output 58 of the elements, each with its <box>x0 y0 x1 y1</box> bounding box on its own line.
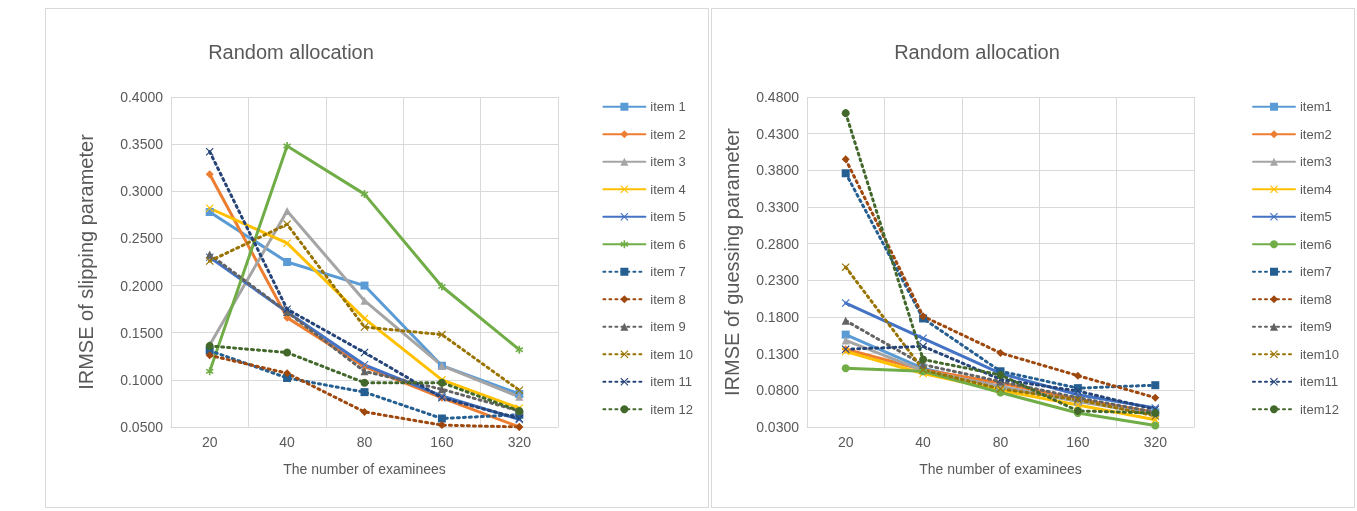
legend-label: item 10 <box>650 346 694 362</box>
x-tick-label: 320 <box>507 434 532 450</box>
legend-label: item 6 <box>650 236 686 252</box>
chart-title: Random allocation <box>208 41 374 63</box>
y-tick-label: 0.1000 <box>120 371 164 388</box>
y-tick-label: 0.2000 <box>120 277 164 294</box>
y-tick-label: 0.1300 <box>756 345 800 362</box>
y-tick-label: 0.4800 <box>756 89 800 105</box>
legend-label: item 4 <box>650 181 686 197</box>
y-tick-label: 0.3000 <box>120 183 164 200</box>
x-tick-label: 40 <box>915 434 932 450</box>
x-tick-label: 80 <box>356 434 373 450</box>
legend-label: item5 <box>1299 209 1332 225</box>
y-tick-label: 0.0300 <box>756 419 800 435</box>
y-tick-label: 0.4300 <box>756 125 800 142</box>
y-tick-label: 0.2300 <box>756 272 800 289</box>
legend-label: item12 <box>1299 401 1340 417</box>
y-axis-title: IRMSE of guessing parameter <box>721 127 743 396</box>
x-axis-title: The number of examinees <box>283 461 446 477</box>
x-tick-label: 20 <box>201 434 218 450</box>
legend-label: item 12 <box>650 401 694 417</box>
y-tick-label: 0.1800 <box>756 309 800 325</box>
legend-label: item 1 <box>650 99 686 115</box>
legend-label: item 7 <box>650 264 686 280</box>
y-tick-label: 0.0500 <box>120 419 164 435</box>
x-tick-label: 20 <box>837 434 854 450</box>
x-tick-label: 160 <box>430 434 454 450</box>
legend-label: item2 <box>1299 126 1332 142</box>
legend-label: item 5 <box>650 209 686 225</box>
y-tick-label: 0.1500 <box>120 324 164 341</box>
legend-label: item10 <box>1299 346 1340 362</box>
legend-label: item11 <box>1299 374 1339 390</box>
y-tick-label: 0.2800 <box>756 235 800 252</box>
legend-label: item 11 <box>650 374 693 390</box>
legend-label: item 8 <box>650 291 686 307</box>
x-tick-label: 160 <box>1066 434 1090 450</box>
y-axis-title: IRMSE of slipping parameter <box>75 133 97 390</box>
y-tick-label: 0.3300 <box>756 199 800 215</box>
legend-label: item9 <box>1299 319 1332 335</box>
legend-label: item 3 <box>650 154 686 170</box>
legend-label: item8 <box>1299 291 1332 307</box>
legend-label: item3 <box>1299 154 1332 170</box>
x-tick-label: 320 <box>1143 434 1168 450</box>
y-tick-label: 0.2500 <box>120 230 164 247</box>
legend-label: item7 <box>1299 264 1332 280</box>
x-tick-label: 40 <box>279 434 296 450</box>
chart-title: Random allocation <box>894 41 1060 63</box>
x-tick-label: 80 <box>992 434 1009 450</box>
legend-label: item 2 <box>650 126 686 142</box>
y-tick-label: 0.4000 <box>120 89 164 105</box>
legend-label: item4 <box>1299 181 1332 197</box>
y-tick-label: 0.3500 <box>120 136 164 153</box>
y-tick-label: 0.0800 <box>756 382 800 399</box>
legend-label: item1 <box>1299 99 1332 115</box>
legend-label: item 9 <box>650 319 686 335</box>
x-axis-title: The number of examinees <box>919 461 1082 477</box>
legend-label: item6 <box>1299 236 1332 252</box>
y-tick-label: 0.3800 <box>756 162 800 179</box>
